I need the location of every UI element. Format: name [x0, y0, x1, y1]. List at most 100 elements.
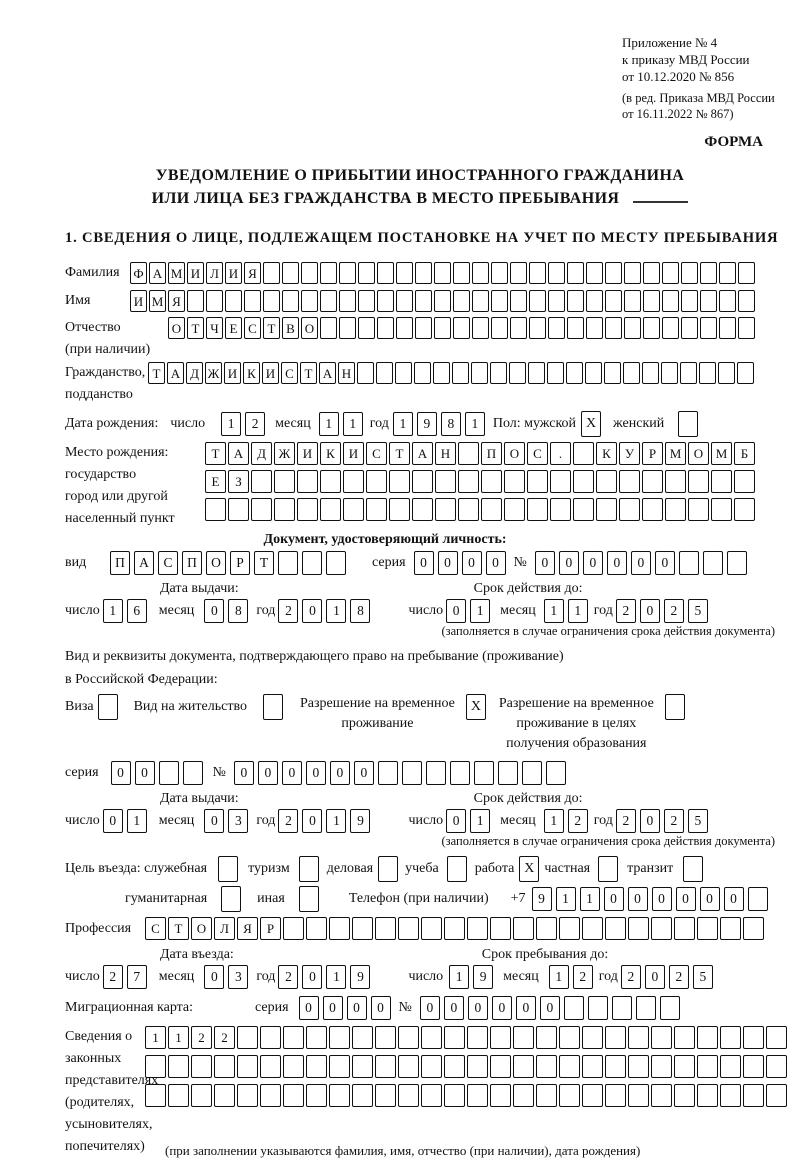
char-cell[interactable]: [586, 262, 603, 284]
char-cell[interactable]: [389, 498, 410, 521]
char-cell[interactable]: [573, 470, 594, 493]
char-cell[interactable]: [320, 262, 337, 284]
char-cell[interactable]: О: [504, 442, 525, 465]
char-cell[interactable]: 0: [370, 996, 391, 1020]
char-cell[interactable]: Т: [254, 551, 274, 575]
char-cell[interactable]: Т: [300, 362, 317, 384]
char-cell[interactable]: [467, 917, 488, 940]
char-cell[interactable]: [510, 290, 527, 312]
char-cell[interactable]: 0: [419, 996, 440, 1020]
char-cell[interactable]: [582, 917, 603, 940]
char-cell[interactable]: Д: [186, 362, 203, 384]
char-cell[interactable]: [619, 470, 640, 493]
char-cell[interactable]: 0: [675, 887, 696, 911]
char-cell[interactable]: [358, 317, 375, 339]
char-cell[interactable]: [415, 290, 432, 312]
char-cell[interactable]: Т: [187, 317, 204, 339]
char-cell[interactable]: [263, 290, 280, 312]
char-cell[interactable]: [145, 1084, 166, 1107]
char-cell[interactable]: [434, 290, 451, 312]
char-cell[interactable]: [643, 262, 660, 284]
char-cell[interactable]: [278, 551, 298, 575]
char-cell[interactable]: [214, 1055, 235, 1078]
char-cell[interactable]: [320, 317, 337, 339]
char-cell[interactable]: [700, 317, 717, 339]
char-cell[interactable]: [168, 1084, 189, 1107]
char-cell[interactable]: 0: [534, 551, 555, 575]
char-cell[interactable]: [251, 498, 272, 521]
char-cell[interactable]: 0: [467, 996, 488, 1020]
char-cell[interactable]: [205, 498, 226, 521]
char-cell[interactable]: Т: [389, 442, 410, 465]
char-cell[interactable]: [260, 1055, 281, 1078]
rep-row2-input[interactable]: [145, 1055, 787, 1078]
char-cell[interactable]: [444, 1026, 465, 1049]
char-cell[interactable]: [343, 498, 364, 521]
char-cell[interactable]: Н: [338, 362, 355, 384]
char-cell[interactable]: Р: [642, 442, 663, 465]
char-cell[interactable]: [421, 1084, 442, 1107]
char-cell[interactable]: 1: [464, 412, 485, 436]
char-cell[interactable]: [352, 1084, 373, 1107]
char-cell[interactable]: 0: [329, 761, 350, 785]
char-cell[interactable]: [738, 290, 755, 312]
char-cell[interactable]: [688, 498, 709, 521]
char-cell[interactable]: [306, 1055, 327, 1078]
char-cell[interactable]: Р: [230, 551, 250, 575]
char-cell[interactable]: [651, 917, 672, 940]
char-cell[interactable]: [458, 498, 479, 521]
char-cell[interactable]: [375, 917, 396, 940]
char-cell[interactable]: 1: [126, 809, 147, 833]
char-cell[interactable]: [681, 317, 698, 339]
char-cell[interactable]: [513, 917, 534, 940]
char-cell[interactable]: 0: [654, 551, 675, 575]
char-cell[interactable]: [352, 917, 373, 940]
char-cell[interactable]: 0: [485, 551, 506, 575]
char-cell[interactable]: И: [225, 262, 242, 284]
char-cell[interactable]: [662, 262, 679, 284]
char-cell[interactable]: [510, 317, 527, 339]
char-cell[interactable]: [396, 317, 413, 339]
purpose-business-checkbox[interactable]: [378, 856, 399, 882]
char-cell[interactable]: [521, 761, 542, 785]
char-cell[interactable]: [582, 1084, 603, 1107]
char-cell[interactable]: [643, 290, 660, 312]
visa-checkbox[interactable]: [97, 694, 118, 720]
char-cell[interactable]: [352, 1055, 373, 1078]
char-cell[interactable]: [358, 262, 375, 284]
char-cell[interactable]: 0: [603, 887, 624, 911]
char-cell[interactable]: 1: [145, 1026, 166, 1049]
char-cell[interactable]: [401, 761, 422, 785]
char-cell[interactable]: [681, 262, 698, 284]
char-cell[interactable]: 0: [322, 996, 343, 1020]
char-cell[interactable]: [550, 498, 571, 521]
char-cell[interactable]: А: [412, 442, 433, 465]
char-cell[interactable]: 0: [346, 996, 367, 1020]
char-cell[interactable]: 0: [302, 809, 323, 833]
char-cell[interactable]: [497, 761, 518, 785]
char-cell[interactable]: [376, 362, 393, 384]
char-cell[interactable]: [719, 262, 736, 284]
char-cell[interactable]: [366, 498, 387, 521]
char-cell[interactable]: 8: [440, 412, 461, 436]
char-cell[interactable]: Ж: [205, 362, 222, 384]
char-cell[interactable]: Е: [225, 317, 242, 339]
char-cell[interactable]: 2: [615, 599, 636, 623]
purpose-other-checkbox[interactable]: [298, 886, 319, 912]
char-cell[interactable]: 1: [470, 599, 491, 623]
purpose-tourism-checkbox[interactable]: [298, 856, 319, 882]
char-cell[interactable]: 0: [302, 965, 323, 989]
char-cell[interactable]: С: [366, 442, 387, 465]
char-cell[interactable]: [536, 1026, 557, 1049]
char-cell[interactable]: О: [688, 442, 709, 465]
char-cell[interactable]: [628, 917, 649, 940]
char-cell[interactable]: [260, 1026, 281, 1049]
char-cell[interactable]: [244, 290, 261, 312]
